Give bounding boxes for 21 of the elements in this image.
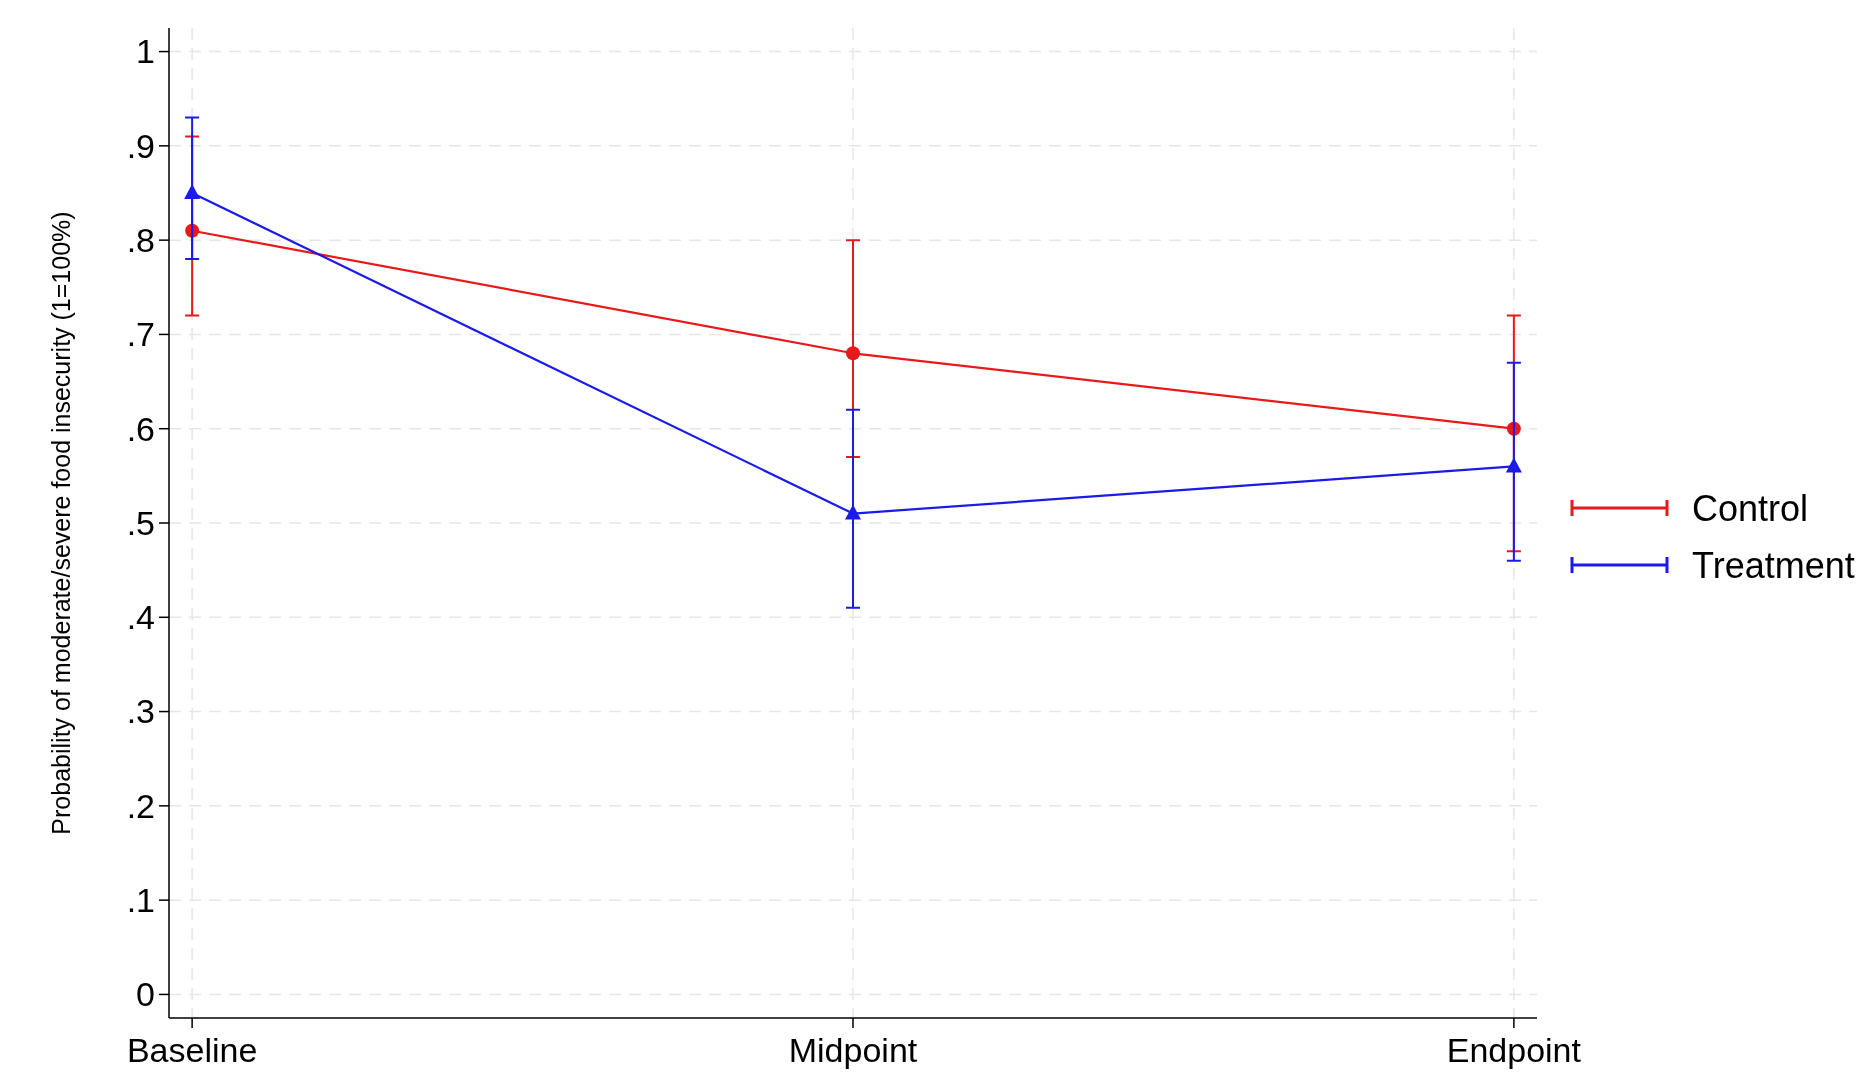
- y-tick-label: .6: [126, 409, 155, 448]
- y-tick-label: 1: [136, 32, 155, 71]
- x-tick-label: Baseline: [126, 1031, 258, 1069]
- x-tick-label: Endpoint: [1446, 1031, 1582, 1069]
- y-tick-label: .5: [126, 503, 155, 542]
- y-tick-label: .3: [126, 692, 155, 731]
- y-tick-label: 0: [136, 975, 155, 1014]
- point: [845, 504, 861, 520]
- point: [1505, 457, 1522, 473]
- y-tick-label: .7: [126, 315, 155, 354]
- point: [846, 346, 860, 361]
- x-tick-label: Midpoint: [788, 1031, 918, 1069]
- y-tick-label: .9: [126, 126, 155, 165]
- y-tick-label: .4: [126, 598, 155, 637]
- y-tick-label: .2: [126, 786, 155, 825]
- y-tick-label: .8: [126, 221, 155, 260]
- legend-label: Control: [1692, 487, 1809, 529]
- y-axis-title: Probability of moderate/severe food insecurity (1=100%): [47, 211, 75, 835]
- y-tick-label: .1: [126, 881, 155, 920]
- point: [184, 184, 201, 199]
- legend-label: Treatment: [1692, 544, 1855, 586]
